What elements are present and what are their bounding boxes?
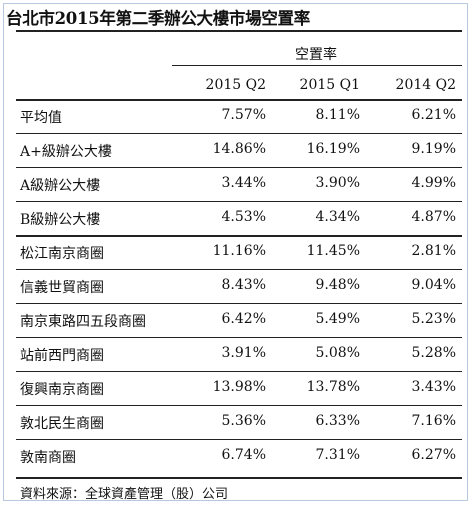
table-cell: 5.23% bbox=[411, 311, 456, 327]
table-cell: 16.19% bbox=[306, 141, 360, 157]
table-cell: 4.53% bbox=[221, 209, 266, 225]
row-label: B級辦公大樓 bbox=[20, 212, 101, 228]
row-label: 平均值 bbox=[20, 110, 62, 126]
row-label: 松江南京商圈 bbox=[20, 246, 104, 262]
table-cell: 14.86% bbox=[212, 141, 266, 157]
row-separator bbox=[16, 201, 462, 202]
row-label: 復興南京商圈 bbox=[20, 382, 104, 398]
top-rule bbox=[16, 30, 462, 32]
row-separator bbox=[16, 235, 462, 237]
table-cell: 6.42% bbox=[221, 311, 266, 327]
table-cell: 11.16% bbox=[212, 243, 266, 259]
row-label: 信義世貿商圈 bbox=[20, 280, 104, 296]
row-label: 南京東路四五段商圈 bbox=[20, 314, 146, 330]
table-cell: 3.90% bbox=[315, 175, 360, 191]
group-rule bbox=[172, 65, 462, 66]
table-cell: 5.28% bbox=[411, 345, 456, 361]
table-cell: 7.16% bbox=[411, 413, 456, 429]
column-header: 2014 Q2 bbox=[395, 77, 456, 93]
bottom-rule bbox=[16, 477, 462, 479]
column-header: 2015 Q2 bbox=[205, 77, 266, 93]
table-cell: 3.44% bbox=[221, 175, 266, 191]
row-separator bbox=[16, 269, 462, 270]
table-cell: 6.74% bbox=[221, 447, 266, 463]
header-group-vacancy-rate: 空置率 bbox=[295, 47, 337, 63]
table-cell: 6.27% bbox=[411, 447, 456, 463]
table-cell: 4.34% bbox=[315, 209, 360, 225]
row-label: 站前西門商圈 bbox=[20, 348, 104, 364]
row-label: A級辦公大樓 bbox=[20, 178, 101, 194]
row-separator bbox=[16, 303, 462, 304]
table-cell: 6.21% bbox=[411, 107, 456, 123]
source-note: 資料來源：全球資產管理（股）公司 bbox=[20, 487, 229, 502]
table-cell: 8.11% bbox=[315, 107, 360, 123]
table-cell: 11.45% bbox=[306, 243, 360, 259]
table-cell: 9.04% bbox=[411, 277, 456, 293]
table-title: 台北市2015年第二季辦公大樓市場空置率 bbox=[6, 9, 310, 28]
row-separator bbox=[16, 167, 462, 168]
row-separator bbox=[16, 439, 462, 440]
table-frame bbox=[3, 3, 468, 501]
row-separator bbox=[16, 337, 462, 338]
table-cell: 13.78% bbox=[306, 379, 360, 395]
row-label: 敦北民生商圈 bbox=[20, 416, 104, 432]
row-separator bbox=[16, 405, 462, 406]
table-cell: 9.19% bbox=[411, 141, 456, 157]
table-cell: 7.57% bbox=[221, 107, 266, 123]
table-cell: 9.48% bbox=[315, 277, 360, 293]
table-cell: 8.43% bbox=[221, 277, 266, 293]
table-cell: 5.49% bbox=[315, 311, 360, 327]
row-separator bbox=[16, 99, 462, 101]
table-cell: 13.98% bbox=[212, 379, 266, 395]
column-header: 2015 Q1 bbox=[299, 77, 360, 93]
table-cell: 5.08% bbox=[315, 345, 360, 361]
row-separator bbox=[16, 371, 462, 372]
row-separator bbox=[16, 133, 462, 134]
row-label: A+級辦公大樓 bbox=[20, 144, 112, 160]
table-cell: 5.36% bbox=[221, 413, 266, 429]
table-cell: 3.43% bbox=[411, 379, 456, 395]
row-label: 敦南商圈 bbox=[20, 450, 76, 466]
table-cell: 6.33% bbox=[315, 413, 360, 429]
table-cell: 7.31% bbox=[315, 447, 360, 463]
table-cell: 4.87% bbox=[411, 209, 456, 225]
table-cell: 2.81% bbox=[411, 243, 456, 259]
table-cell: 4.99% bbox=[411, 175, 456, 191]
table-cell: 3.91% bbox=[221, 345, 266, 361]
